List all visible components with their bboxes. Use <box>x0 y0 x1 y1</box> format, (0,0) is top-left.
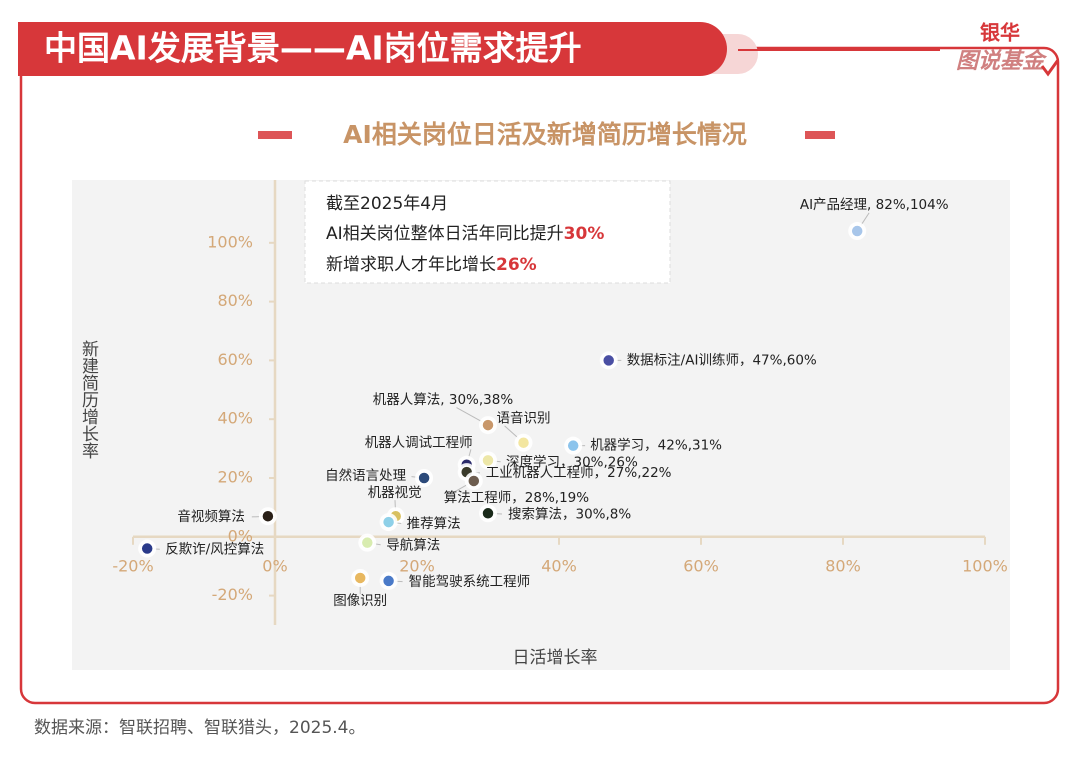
point-label: 机器人调试工程师 <box>365 435 473 451</box>
annotation-box <box>304 180 671 284</box>
y-axis-title: 新建简历增长率 <box>78 340 99 459</box>
point-label: 推荐算法 <box>407 516 461 532</box>
point <box>601 353 616 368</box>
x-tick-label: 100% <box>962 556 1008 575</box>
point <box>417 471 431 485</box>
chart-title: AI相关岗位日活及新增简历增长情况 <box>343 120 747 149</box>
x-tick-label: 40% <box>541 556 577 575</box>
point <box>481 453 495 468</box>
x-tick-label: -20% <box>112 556 153 575</box>
annotation-text: 新增求职人才年比增长 <box>326 255 496 275</box>
y-tick-label: 100% <box>207 232 253 251</box>
point-label: 机器视觉 <box>368 485 422 501</box>
point-label: 工业机器人工程师，27%,22% <box>486 465 672 481</box>
point <box>381 515 396 529</box>
annotation-line: 新增求职人才年比增长26% <box>326 255 537 275</box>
y-tick-label: 40% <box>217 409 253 428</box>
point-label: 深度学习，30%,26% <box>506 454 638 470</box>
y-tick-label: 20% <box>217 468 253 487</box>
point-label: 搜索算法，30%,8% <box>508 506 631 522</box>
point-label: 智能驾驶系统工程师 <box>409 574 530 590</box>
point <box>516 435 531 450</box>
point-label: 图像识别 <box>333 593 387 609</box>
plot: -20% 0% 20% 40% 60% 80% 100% -20% 0% 20% 40% 60% 80%… <box>112 180 1008 625</box>
y-tick-label: 80% <box>217 291 253 310</box>
point <box>566 438 580 453</box>
point-label: 机器学习，42%,31% <box>590 438 722 454</box>
point <box>381 574 396 588</box>
title-deco <box>805 131 835 139</box>
y-tick-label: 0% <box>228 526 253 545</box>
x-tick-label: 80% <box>825 556 861 575</box>
point-label: 语音识别 <box>497 410 551 427</box>
logo-bottom: 图说基金 <box>956 48 1048 74</box>
point-label: 自然语言处理 <box>325 467 406 484</box>
point-label: 音视频算法 <box>177 508 245 525</box>
x-tick-label: 0% <box>262 556 287 575</box>
title-deco <box>258 131 292 139</box>
point-label: AI产品经理, 82%,104% <box>800 197 949 213</box>
point <box>261 509 275 523</box>
annotation-line: AI相关岗位整体日活年同比提升30% <box>326 224 604 244</box>
point-label: 机器人算法, 30%,38% <box>373 392 514 408</box>
y-tick-label: -20% <box>212 585 253 604</box>
point <box>140 541 154 556</box>
source: 数据来源：智联招聘、智联猎头，2025.4。 <box>34 718 365 738</box>
point <box>481 418 495 432</box>
logo-top: 银华 <box>980 21 1020 45</box>
point <box>481 506 495 521</box>
x-tick-label: 60% <box>683 556 719 575</box>
logo-check <box>1040 59 1060 77</box>
annotation-highlight: 30% <box>564 224 605 244</box>
point <box>850 224 864 238</box>
point-label: 导航算法 <box>386 538 440 554</box>
point <box>353 571 367 585</box>
point <box>467 474 481 488</box>
x-axis-title: 日活增长率 <box>513 648 598 668</box>
x-tick-label: 20% <box>399 556 435 575</box>
page-title: 中国AI发展背景——AI岗位需求提升 <box>44 29 582 68</box>
annotation-line: 截至2025年4月 <box>326 194 448 214</box>
point-label: 数据标注/AI训练师，47%,60% <box>627 352 817 368</box>
annotation-text: AI相关岗位整体日活年同比提升 <box>326 224 564 244</box>
point-label: 反欺诈/风控算法 <box>165 542 264 558</box>
annotation-highlight: 26% <box>496 255 537 275</box>
y-tick-label: 60% <box>217 350 253 369</box>
point-label: 算法工程师，28%,19% <box>444 490 589 506</box>
banner <box>18 22 727 76</box>
point <box>360 535 375 550</box>
